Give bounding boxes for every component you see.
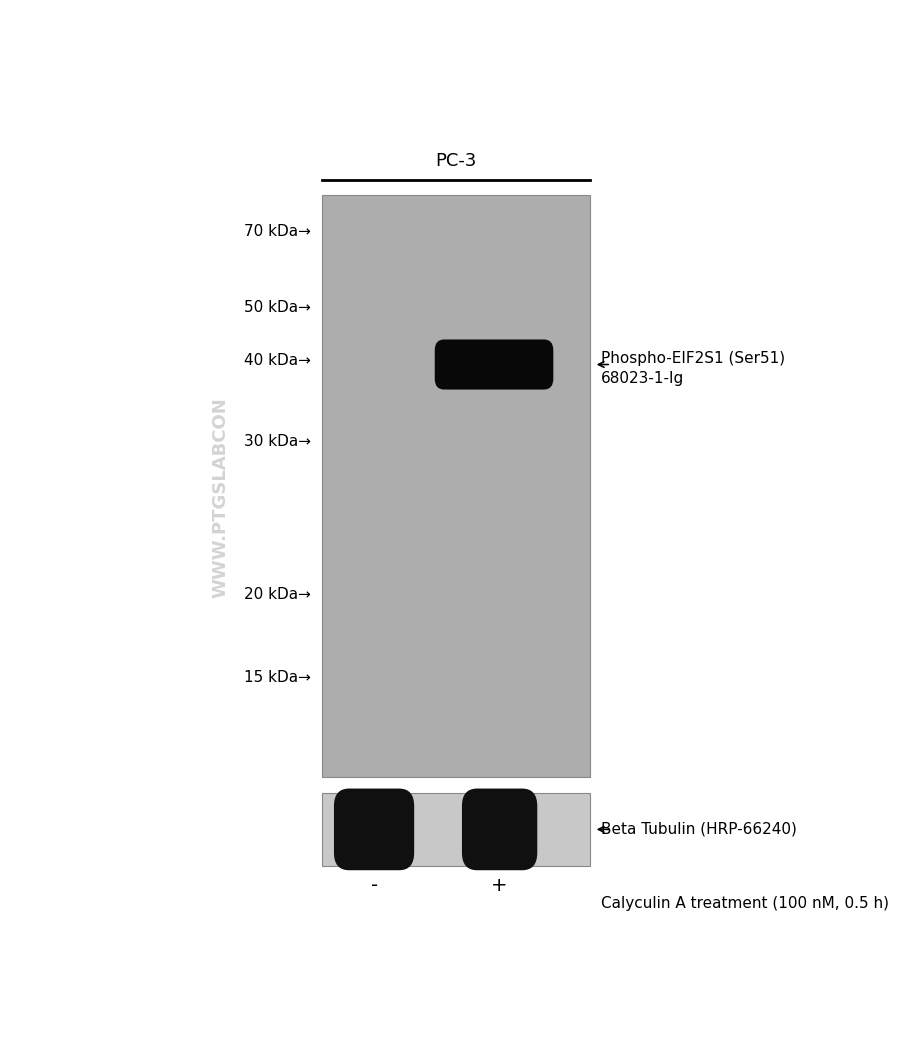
FancyBboxPatch shape [435, 339, 554, 390]
FancyBboxPatch shape [334, 789, 414, 870]
Text: 50 kDa→: 50 kDa→ [245, 300, 311, 315]
Text: Beta Tubulin (HRP-66240): Beta Tubulin (HRP-66240) [601, 822, 796, 837]
Text: 70 kDa→: 70 kDa→ [245, 224, 311, 238]
Text: +: + [491, 877, 508, 896]
Text: Calyculin A treatment (100 nM, 0.5 h): Calyculin A treatment (100 nM, 0.5 h) [601, 897, 889, 911]
Text: 15 kDa→: 15 kDa→ [245, 670, 311, 685]
Text: Phospho-EIF2S1 (Ser51)
68023-1-Ig: Phospho-EIF2S1 (Ser51) 68023-1-Ig [601, 351, 785, 386]
Bar [322, 793, 590, 866]
Text: 40 kDa→: 40 kDa→ [245, 353, 311, 367]
Text: WWW.PTGSLABCON: WWW.PTGSLABCON [212, 398, 230, 598]
Text: -: - [371, 877, 378, 896]
Text: 30 kDa→: 30 kDa→ [244, 434, 311, 448]
Text: PC-3: PC-3 [435, 152, 476, 170]
FancyBboxPatch shape [462, 789, 537, 870]
Text: 20 kDa→: 20 kDa→ [245, 587, 311, 603]
Bar [322, 194, 590, 777]
